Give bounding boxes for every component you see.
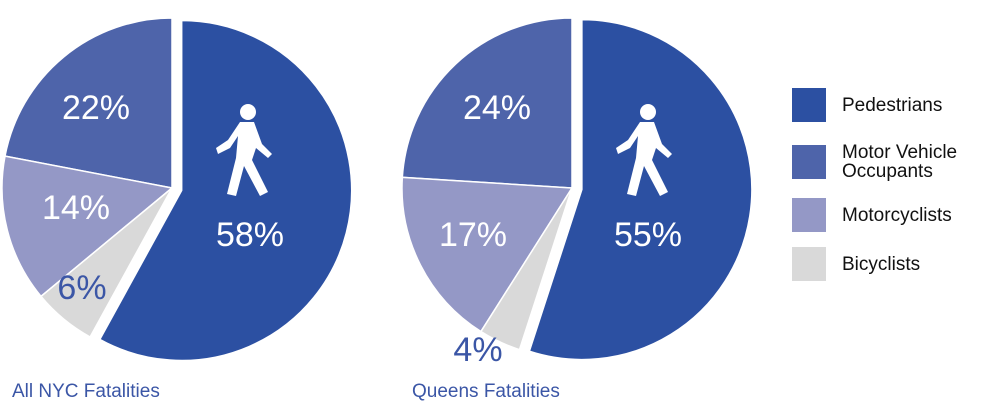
legend-item: Motorcyclists — [792, 198, 992, 232]
legend-swatch — [792, 198, 826, 232]
legend-item: Pedestrians — [792, 88, 992, 122]
legend-label: Pedestrians — [842, 94, 943, 116]
slice-label: 4% — [453, 331, 502, 369]
icon-body — [216, 122, 272, 196]
chart-title: All NYC Fatalities — [12, 381, 160, 402]
legend-label: Bicyclists — [842, 253, 921, 275]
pie: 55% 24% 17% 4% Queens Fatalities — [401, 17, 753, 402]
legend-label: Motorcyclists — [842, 204, 952, 226]
pie-slice — [528, 18, 753, 361]
legend-label: Motor Vehicle Occupants — [842, 142, 958, 182]
slice-label: 58% — [216, 216, 284, 254]
legend-swatch — [792, 88, 826, 122]
slice-label: 6% — [57, 269, 106, 307]
pie-slice — [98, 19, 353, 362]
legend-swatch — [792, 247, 826, 281]
slice-label: 17% — [439, 216, 507, 254]
pie-slice — [479, 187, 573, 351]
icon-body — [616, 122, 672, 196]
legend-swatch — [792, 145, 826, 179]
legend-item: Motor Vehicle Occupants — [792, 143, 992, 181]
slice-label: 55% — [614, 216, 682, 254]
pie-slice — [401, 176, 574, 333]
pie-slice — [401, 17, 573, 189]
icon-head — [240, 104, 256, 120]
pie-slice — [39, 187, 173, 338]
chart-title: Queens Fatalities — [412, 381, 560, 402]
legend-item: Bicyclists — [792, 247, 992, 281]
pedestrian-icon — [616, 104, 672, 196]
slice-label: 24% — [463, 89, 531, 127]
pie: 58% 22% 14% 6% All NYC Fatalities — [1, 17, 353, 402]
slice-label: 14% — [42, 189, 110, 227]
pie-slice — [1, 155, 174, 298]
pie-slice — [4, 17, 173, 189]
slice-label: 22% — [62, 89, 130, 127]
pedestrian-icon — [216, 104, 272, 196]
icon-head — [640, 104, 656, 120]
